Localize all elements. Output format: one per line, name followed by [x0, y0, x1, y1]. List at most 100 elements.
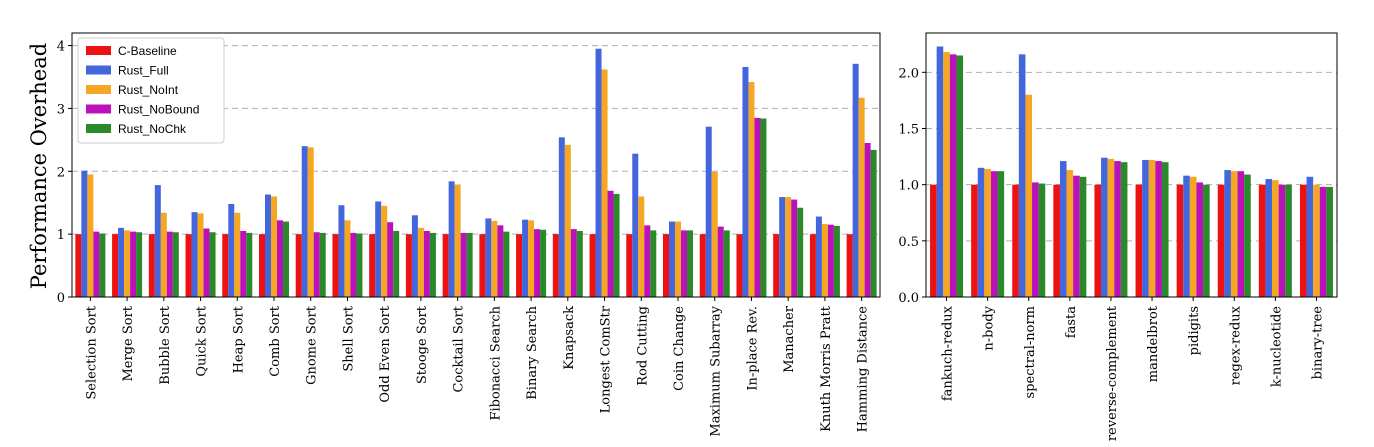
y-tick-label: 1: [57, 228, 65, 243]
bar: [711, 171, 718, 297]
bar: [632, 153, 639, 297]
bar: [558, 137, 565, 297]
bar: [197, 213, 204, 297]
bar: [112, 234, 119, 297]
bar: [491, 220, 498, 297]
bar: [1306, 176, 1314, 297]
x-tick-label: binary-tree: [1310, 306, 1325, 380]
bar: [172, 232, 179, 297]
x-tick-label: Merge Sort: [121, 305, 136, 381]
bar: [485, 218, 492, 297]
bar: [791, 199, 798, 297]
bar: [246, 232, 253, 297]
legend-swatch: [86, 46, 111, 55]
x-tick-label: Shell Sort: [341, 305, 356, 371]
left-chart: 0 1 2 3 4 Selection Sort Merge Sort Bubble Sort…: [57, 32, 881, 437]
x-tick-label: Knuth Morris Pratt: [819, 305, 834, 432]
bar: [1224, 170, 1231, 297]
bar: [1079, 176, 1087, 297]
bar: [1038, 183, 1046, 297]
bar: [423, 231, 430, 297]
bar: [1258, 184, 1266, 297]
bar: [1148, 159, 1156, 297]
x-tick-label: reverse-complement: [1105, 305, 1120, 441]
bar: [1285, 184, 1292, 297]
y-tick-label: 3: [57, 102, 65, 117]
x-tick-label: Manacher: [782, 305, 797, 373]
bar: [1053, 184, 1060, 297]
legend-label: C-Baseline: [118, 44, 177, 58]
bar: [479, 234, 486, 297]
x-tick-label: Gnome Sort: [305, 305, 320, 385]
bar: [1012, 184, 1019, 297]
bar: [240, 231, 247, 297]
x-tick-label: Bubble Sort: [158, 305, 173, 384]
x-tick-label: Hamming Distance: [856, 306, 871, 433]
bar: [234, 212, 241, 297]
bar: [136, 232, 143, 297]
bar: [576, 231, 583, 297]
bar: [601, 69, 608, 297]
bar: [821, 224, 828, 297]
bar: [1319, 186, 1327, 297]
bar: [1059, 161, 1067, 297]
bar: [675, 221, 681, 297]
bar: [124, 230, 131, 297]
bar: [717, 226, 724, 297]
bar: [265, 194, 271, 297]
bar: [930, 184, 937, 297]
bar: [1032, 182, 1039, 297]
bar: [375, 201, 382, 297]
bar: [81, 170, 88, 297]
bar: [338, 205, 345, 297]
bar: [1142, 159, 1149, 297]
bar: [160, 212, 167, 297]
x-tick-label: Heap Sort: [231, 305, 246, 373]
bar: [638, 196, 645, 297]
legend: C-Baseline Rust_Full Rust_NoInt Rust_NoBoun…: [77, 37, 225, 144]
bar: [650, 230, 657, 297]
bar: [411, 215, 418, 297]
legend-label: Rust_Full: [118, 64, 169, 78]
legend-label: Rust_NoChk: [118, 122, 187, 136]
bar: [858, 97, 865, 297]
bar: [797, 207, 804, 297]
x-tick-label: Knapsack: [562, 306, 577, 370]
bar: [1107, 158, 1115, 297]
legend-swatch: [86, 65, 111, 75]
bar: [990, 171, 998, 297]
bar: [460, 232, 467, 297]
bar: [528, 220, 535, 297]
bar: [748, 82, 755, 298]
bar: [454, 184, 461, 297]
bar: [277, 220, 283, 297]
bar: [522, 219, 529, 297]
bar: [185, 234, 192, 297]
x-tick-label: Longest ComStr: [599, 305, 614, 413]
x-tick-label: spectral-norm: [1023, 306, 1038, 398]
bar: [1135, 184, 1143, 297]
bar: [1183, 175, 1190, 297]
x-tick-label: Binary Search: [525, 305, 540, 399]
bar: [1272, 180, 1279, 297]
bar: [466, 232, 473, 297]
bar: [1265, 179, 1273, 297]
y-tick-label: 2.0: [898, 66, 919, 81]
bar: [936, 46, 944, 297]
bar: [644, 225, 651, 297]
bar: [313, 232, 320, 297]
bar: [1094, 184, 1102, 297]
bar: [271, 196, 277, 297]
bar: [93, 231, 100, 297]
y-tick-label: 1.0: [898, 179, 919, 194]
bar: [742, 66, 749, 297]
bar: [332, 234, 339, 297]
x-tick-label: Selection Sort: [84, 305, 99, 399]
bar: [1176, 184, 1184, 297]
y-tick-label: 0.5: [898, 235, 919, 250]
bar: [429, 232, 436, 297]
legend-swatch: [86, 124, 111, 133]
x-tick-label: Stooge Sort: [415, 305, 430, 384]
bar: [1189, 176, 1197, 297]
